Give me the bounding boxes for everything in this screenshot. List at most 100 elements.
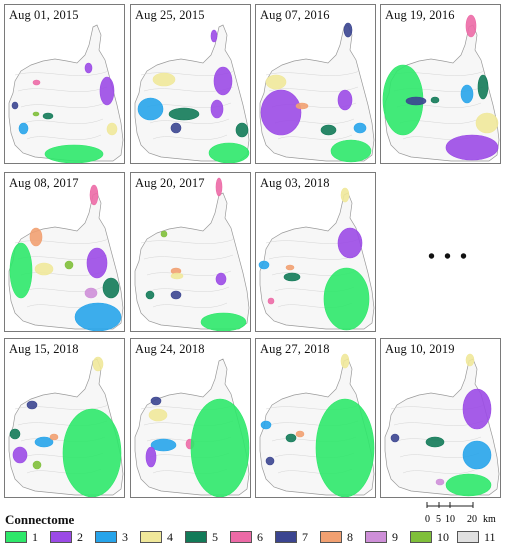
connectome-patch-5: [168, 107, 200, 121]
legend-label: 2: [77, 530, 83, 544]
connectome-patch-8: [295, 430, 305, 438]
connectome-patch-3: [258, 260, 270, 270]
connectome-patch-7: [170, 290, 182, 300]
connectome-patch-4: [148, 408, 168, 422]
subregion-line: [140, 238, 236, 244]
connectome-patch-6: [267, 297, 275, 305]
connectome-patch-6: [215, 177, 223, 197]
subregion-line: [402, 468, 478, 474]
connectome-patch-5: [430, 96, 440, 104]
connectome-patch-3: [74, 302, 122, 331]
map-svg: [8, 184, 124, 331]
connectome-patch-4: [340, 353, 350, 369]
scale-unit: km: [483, 514, 496, 525]
connectome-patch-2: [86, 247, 108, 279]
connectome-patch-3: [137, 97, 164, 121]
map-svg: [259, 353, 375, 497]
connectome-patch-4: [265, 74, 287, 90]
panel-date: Aug 24, 2018: [135, 342, 205, 356]
legend-swatch: [230, 531, 252, 543]
connectome-patch-4: [92, 356, 104, 372]
connectome-patch-5: [102, 277, 120, 299]
map-panel-8: Aug 15, 2018: [4, 338, 125, 498]
map-panel-6: Aug 20, 2017: [130, 172, 251, 332]
region-outline: [8, 24, 124, 162]
connectome-patch-2: [84, 62, 93, 74]
legend-swatch: [410, 531, 432, 543]
legend-swatch: [140, 531, 162, 543]
map-panel-9: Aug 24, 2018: [130, 338, 251, 498]
connectome-patch-9: [84, 287, 98, 299]
subregion-line: [143, 254, 234, 260]
panel-date: Aug 10, 2019: [385, 342, 455, 356]
connectome-patch-3: [150, 438, 177, 452]
map-svg: [259, 22, 375, 163]
connectome-patch-3: [353, 122, 367, 134]
panel-date: Aug 19, 2016: [385, 8, 455, 22]
map-panel-4: Aug 19, 2016: [380, 4, 501, 164]
connectome-patch-2: [445, 134, 499, 161]
connectome-patch-2: [210, 99, 224, 119]
map-panel-3: Aug 07, 2016: [255, 4, 376, 164]
connectome-patch-5: [477, 74, 489, 100]
legend-swatch: [185, 531, 207, 543]
legend-label: 10: [437, 530, 449, 544]
connectome-patch-7: [265, 456, 275, 466]
connectome-patch-5: [320, 124, 337, 136]
subregion-line: [14, 404, 110, 410]
subregion-line: [14, 238, 110, 244]
connectome-patch-2: [260, 89, 302, 136]
legend-swatch: [275, 531, 297, 543]
connectome-patch-4: [170, 272, 184, 280]
connectome-patch-7: [26, 400, 38, 410]
connectome-patch-5: [42, 112, 54, 120]
connectome-patch-7: [11, 101, 19, 110]
connectome-patch-3: [260, 420, 272, 430]
connectome-patch-4: [340, 187, 350, 203]
legend-swatch: [50, 531, 72, 543]
connectome-patch-1: [445, 473, 492, 497]
connectome-patch-4: [106, 122, 118, 136]
connectome-patch-2: [12, 446, 28, 464]
panel-date: Aug 15, 2018: [9, 342, 79, 356]
scale-label: 5: [436, 514, 441, 525]
connectome-patch-8: [49, 433, 59, 441]
panel-date: Aug 07, 2016: [260, 8, 330, 22]
panel-date: Aug 27, 2018: [260, 342, 330, 356]
legend-swatch: [95, 531, 117, 543]
connectome-patch-10: [32, 111, 40, 117]
more-panels-ellipsis: • • •: [428, 246, 470, 268]
scale-label: 10: [445, 514, 455, 525]
connectome-patch-1: [323, 267, 370, 331]
legend-swatch: [365, 531, 387, 543]
legend-swatch: [320, 531, 342, 543]
connectome-patch-4: [152, 72, 176, 87]
panel-date: Aug 25, 2015: [135, 8, 205, 22]
connectome-patch-7: [170, 122, 182, 134]
subregion-line: [152, 302, 228, 308]
connectome-patch-2: [462, 388, 492, 430]
panel-date: Aug 03, 2018: [260, 176, 330, 190]
connectome-patch-1: [208, 142, 250, 163]
connectome-patch-5: [425, 436, 445, 448]
subregion-line: [149, 286, 230, 292]
map-svg: [8, 24, 124, 163]
map-panel-1: Aug 01, 2015: [4, 4, 125, 164]
connectome-patch-5: [145, 290, 155, 300]
connectome-patch-2: [215, 272, 227, 286]
connectome-patch-8: [295, 102, 309, 110]
connectome-patch-1: [200, 312, 247, 331]
legend-label: 6: [257, 530, 263, 544]
legend-label: 3: [122, 530, 128, 544]
connectome-patch-4: [465, 353, 475, 367]
connectome-patch-5: [235, 122, 249, 138]
subregion-line: [265, 70, 361, 76]
connectome-patch-1: [62, 408, 122, 497]
connectome-patch-3: [34, 436, 54, 448]
map-svg: [134, 358, 250, 497]
map-panel-5: Aug 08, 2017: [4, 172, 125, 332]
connectome-patch-4: [34, 262, 54, 276]
panel-date: Aug 01, 2015: [9, 8, 79, 22]
connectome-patch-10: [64, 260, 74, 270]
connectome-patch-7: [343, 22, 353, 38]
